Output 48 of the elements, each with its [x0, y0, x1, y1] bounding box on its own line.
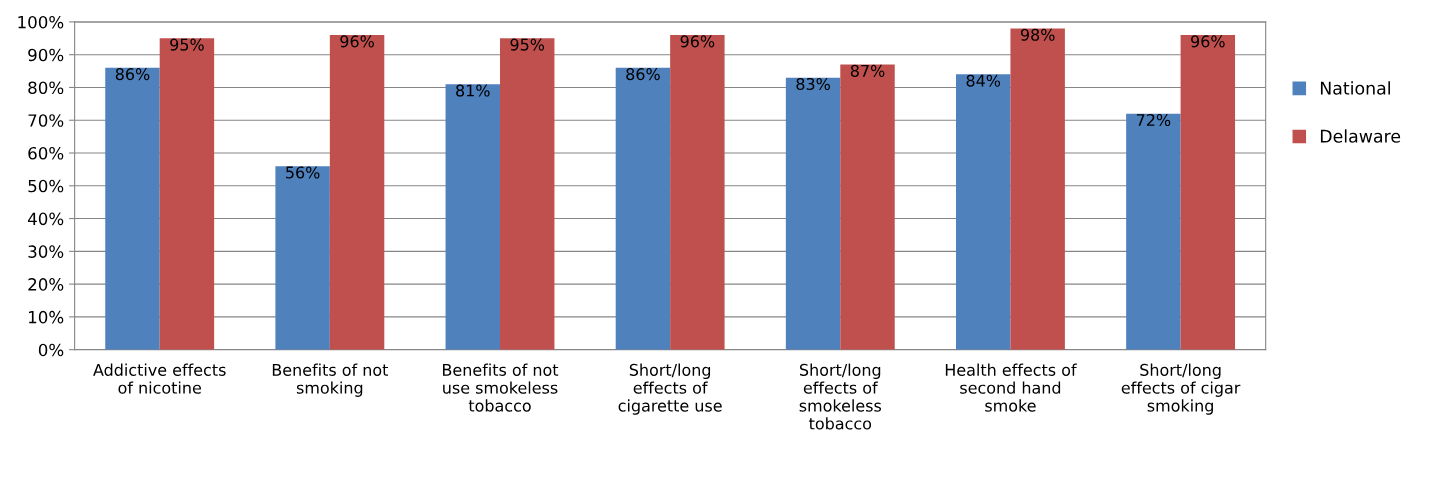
- data-label: 96%: [680, 35, 715, 48]
- bar: [840, 64, 895, 350]
- data-label: 95%: [170, 38, 204, 51]
- y-tick-label: 20%: [28, 278, 64, 291]
- y-tick-label: 90%: [28, 48, 64, 62]
- data-label: 81%: [456, 84, 490, 97]
- bar: [275, 166, 330, 350]
- y-tick-label: 30%: [28, 245, 64, 258]
- y-tick-label: 50%: [28, 179, 64, 193]
- data-label: 86%: [115, 68, 150, 81]
- data-label: 72%: [1136, 113, 1171, 127]
- data-label: 83%: [796, 77, 830, 90]
- bar: [785, 77, 841, 350]
- bar: [1180, 35, 1236, 350]
- bar: [956, 74, 1011, 350]
- y-tick-label: 10%: [28, 310, 64, 324]
- bar: [615, 67, 671, 350]
- data-label: 98%: [1020, 28, 1055, 41]
- bar: [1010, 28, 1065, 350]
- x-tick-label: Benefits of not use smokeless tobacco: [443, 363, 559, 412]
- y-tick-label: 0%: [38, 343, 64, 357]
- bar: [670, 35, 725, 350]
- bar: [159, 38, 215, 350]
- bar: [500, 38, 555, 350]
- bar: [329, 35, 385, 350]
- data-label: 96%: [340, 35, 374, 48]
- y-tick-label: 80%: [28, 81, 64, 95]
- data-label: 84%: [966, 74, 1001, 87]
- x-tick-label: Short/long effects of cigar smoking: [1121, 363, 1241, 415]
- x-tick-label: Health effects of second hand smoke: [945, 363, 1077, 412]
- y-tick-label: 100%: [18, 15, 64, 29]
- y-tick-label: 60%: [28, 146, 64, 160]
- x-tick-label: Addictive effects of nicotine: [93, 363, 226, 394]
- x-tick-label: Short/long effects of smokeless tobacco: [799, 363, 882, 430]
- data-label: 56%: [286, 166, 320, 179]
- bar: [105, 67, 160, 350]
- x-tick-label: Benefits of not smoking: [272, 363, 389, 397]
- data-label: 86%: [626, 68, 660, 81]
- data-label: 95%: [510, 38, 545, 51]
- legend-label: Delaware: [1320, 129, 1401, 143]
- y-tick-label: 40%: [27, 212, 64, 226]
- y-tick-label: 70%: [28, 114, 64, 127]
- x-tick-label: Short/long effects of cigarette use: [618, 363, 722, 415]
- data-label: 87%: [850, 64, 885, 77]
- legend-label: National: [1320, 81, 1390, 95]
- data-label: 96%: [1191, 35, 1225, 48]
- bar: [445, 84, 500, 350]
- bar: [1126, 113, 1181, 350]
